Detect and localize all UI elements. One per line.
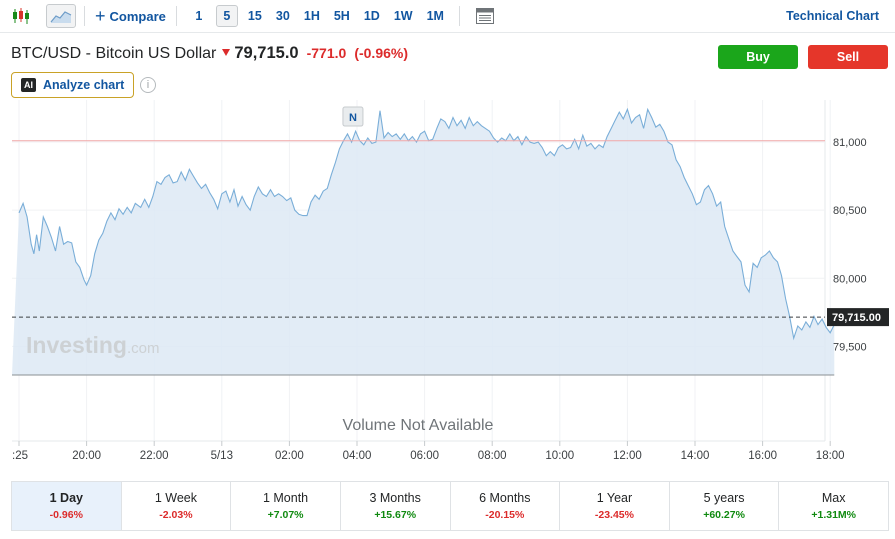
x-tick-label: 10:00 [545, 450, 574, 462]
period-change: +1.31M% [811, 509, 857, 521]
period-tab-5-years[interactable]: 5 years +60.27% [670, 482, 780, 530]
timeframe-30[interactable]: 30 [275, 9, 290, 23]
instrument-name: BTC/USD - Bitcoin US Dollar [11, 45, 217, 62]
period-change: +60.27% [703, 509, 745, 521]
news-marker-label: N [349, 112, 357, 124]
period-label: 1 Day [49, 491, 83, 505]
price-chart[interactable]: 81,00080,50080,00079,50079,715.00NNNInve… [0, 100, 895, 472]
y-tick-label: 81,000 [833, 137, 867, 149]
x-tick-label: 06:00 [410, 450, 439, 462]
period-change: -0.96% [49, 509, 83, 521]
period-change: +15.67% [374, 509, 417, 521]
period-change: -23.45% [594, 509, 634, 521]
x-tick-label: 12:00 [613, 450, 642, 462]
timeframe-1w[interactable]: 1W [393, 9, 413, 23]
x-tick-label: 22:00 [140, 450, 169, 462]
info-icon[interactable]: i [140, 77, 156, 93]
last-price-tag [827, 308, 889, 327]
watermark-suffix: .com [127, 340, 160, 357]
x-tick-label: 04:00 [343, 450, 372, 462]
price-change: -771.0 [306, 45, 347, 61]
period-change: -20.15% [485, 509, 525, 521]
period-label: Max [821, 491, 846, 505]
period-label: 3 Months [369, 491, 421, 505]
period-tab-1-year[interactable]: 1 Year -23.45% [560, 482, 670, 530]
period-label: 5 years [703, 491, 745, 505]
timeframe-15[interactable]: 15 [247, 9, 262, 23]
arrow-down-icon [222, 49, 231, 56]
toolbar-divider [458, 6, 460, 26]
period-tabs: 1 Day -0.96% 1 Week -2.03% 1 Month +7.07% 3 Mo… [11, 481, 889, 531]
toolbar-divider [175, 6, 177, 26]
period-label: 1 Month [262, 491, 309, 505]
last-price: 79,715.0 [234, 44, 299, 62]
watermark-main: Investing [26, 332, 127, 358]
period-change: -2.03% [159, 509, 193, 521]
timeframe-1d[interactable]: 1D [363, 9, 380, 23]
period-tab-max[interactable]: Max +1.31M% [779, 482, 888, 530]
x-tick-label: 18:00 [816, 450, 845, 462]
timeframe-1m[interactable]: 1M [426, 9, 444, 23]
buy-button[interactable]: Buy [718, 45, 798, 69]
candlestick-icon[interactable] [6, 4, 36, 28]
investing-watermark: Investing.com [26, 332, 159, 358]
period-change: +7.07% [267, 509, 304, 521]
price-line [18, 107, 835, 341]
x-tick-label: :25 [12, 450, 28, 462]
period-tab-1-day[interactable]: 1 Day -0.96% [12, 482, 122, 530]
news-marker [342, 106, 364, 127]
area-chart-icon[interactable] [46, 4, 76, 28]
technical-chart-link[interactable]: Technical Chart [786, 9, 879, 23]
period-label: 1 Week [154, 491, 198, 505]
y-tick-label: 80,500 [833, 205, 867, 217]
analyze-chart-button[interactable]: AI Analyze chart [11, 72, 134, 98]
x-tick-label: 08:00 [478, 450, 507, 462]
toolbar-divider [84, 6, 85, 26]
compare-button[interactable]: + Compare [91, 7, 170, 25]
instrument-header: BTC/USD - Bitcoin US Dollar 79,715.0 -77… [11, 44, 416, 63]
x-tick-label: 20:00 [72, 450, 101, 462]
period-tab-6-months[interactable]: 6 Months -20.15% [451, 482, 561, 530]
price-area-fill [12, 109, 835, 376]
x-tick-label: 14:00 [681, 450, 710, 462]
x-tick-label: 16:00 [748, 450, 777, 462]
x-tick-label: 02:00 [275, 450, 304, 462]
x-tick-label: 5/13 [211, 450, 233, 462]
timeframe-group: 1 5 15 30 1H 5H 1D 1W 1M [185, 5, 451, 27]
timeframe-1h[interactable]: 1H [303, 9, 320, 23]
timeframe-5[interactable]: 5 [215, 5, 238, 27]
period-label: 6 Months [479, 491, 531, 505]
period-tab-1-month[interactable]: 1 Month +7.07% [231, 482, 341, 530]
compare-label: Compare [109, 8, 166, 24]
period-tab-3-months[interactable]: 3 Months +15.67% [341, 482, 451, 530]
sell-button[interactable]: Sell [808, 45, 888, 69]
period-tab-1-week[interactable]: 1 Week -2.03% [122, 482, 232, 530]
timeframe-1[interactable]: 1 [195, 9, 203, 23]
period-label: 1 Year [596, 491, 633, 505]
volume-not-available: Volume Not Available [343, 417, 494, 434]
analyze-chart-label: Analyze chart [43, 78, 125, 92]
price-change-percent: (-0.96%) [354, 45, 408, 61]
ai-icon: AI [21, 78, 36, 92]
plus-icon: + [95, 6, 106, 26]
chart-toolbar: + Compare 1 5 15 30 1H 5H 1D 1W 1M Technical Cha… [0, 0, 895, 33]
y-tick-label: 79,500 [833, 341, 867, 353]
y-tick-label: 80,000 [833, 273, 867, 285]
timeframe-5h[interactable]: 5H [333, 9, 350, 23]
last-price-tag-label: 79,715.00 [832, 312, 881, 324]
table-view-icon[interactable] [470, 4, 500, 28]
